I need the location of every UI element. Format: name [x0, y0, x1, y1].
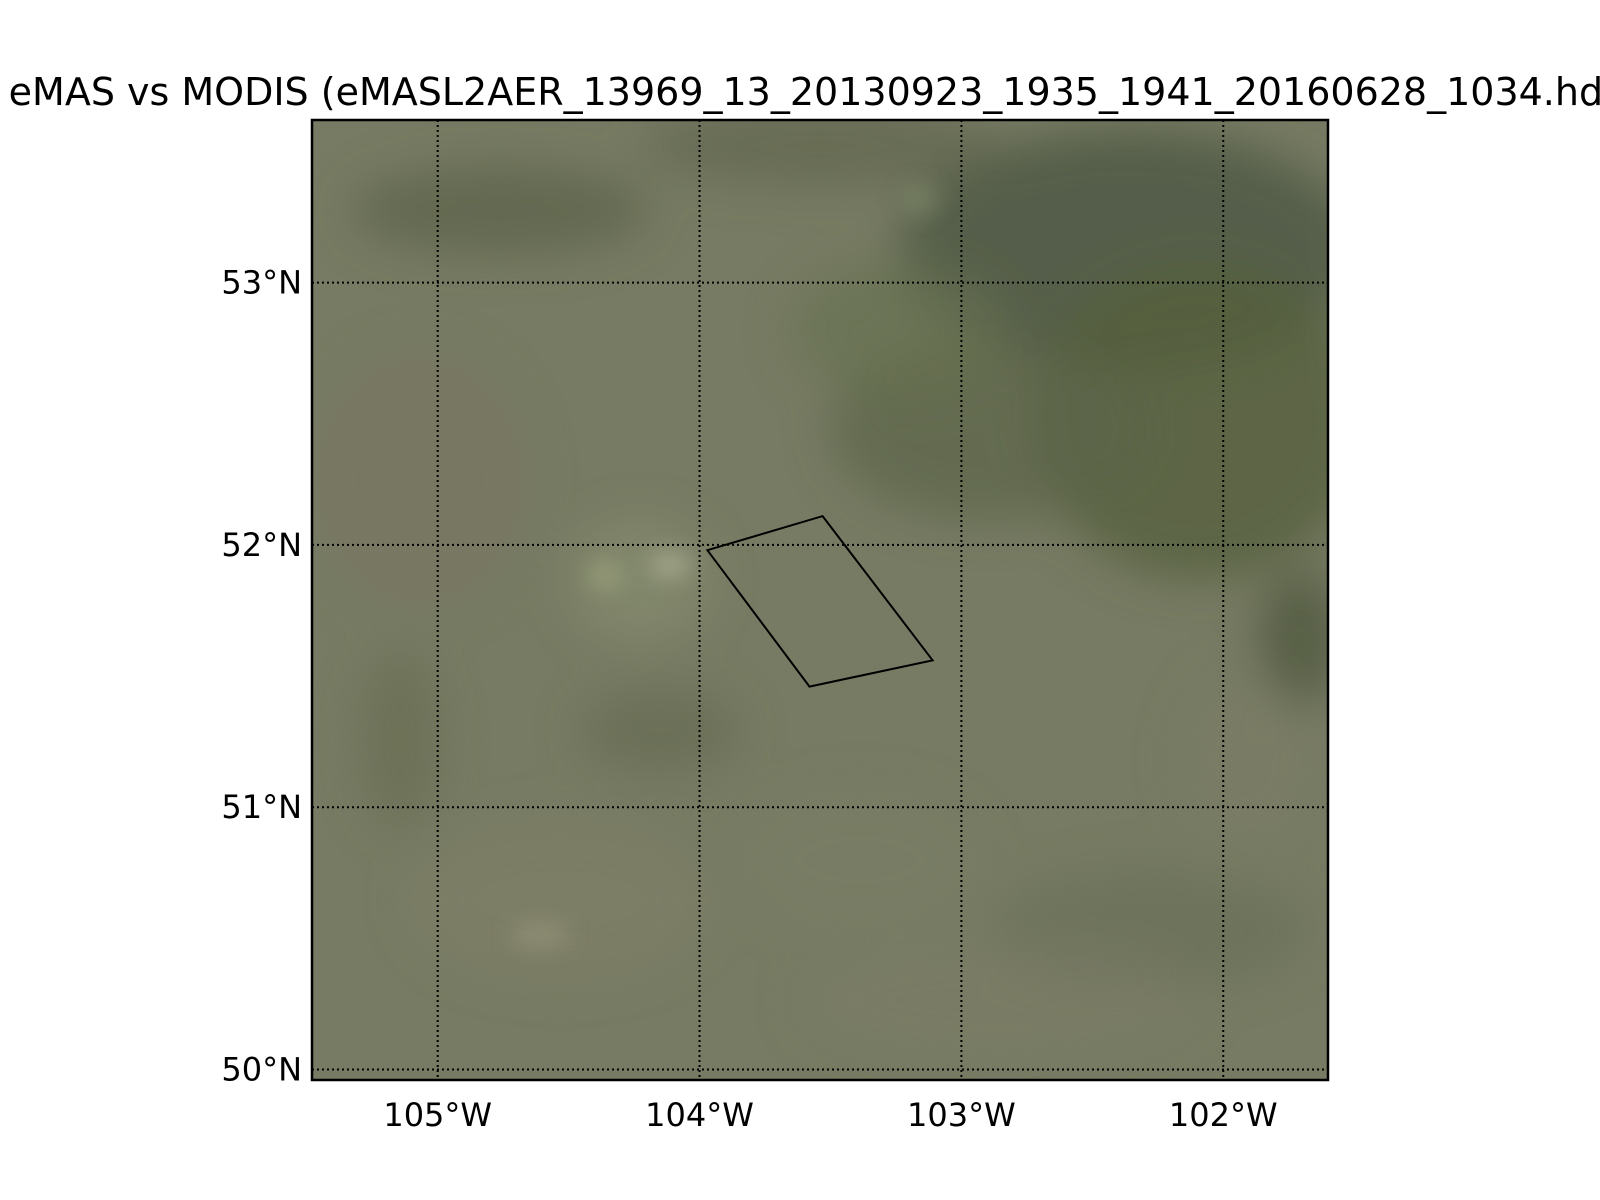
latitude-tick-label: 50°N	[221, 1051, 302, 1089]
map-title: eMAS vs MODIS (eMASL2AER_13969_13_201309…	[9, 70, 1600, 114]
latitude-tick-label: 51°N	[221, 788, 302, 826]
latitude-tick-label: 52°N	[221, 526, 302, 564]
latitude-tick-label: 53°N	[221, 264, 302, 302]
longitude-tick-label: 105°W	[383, 1096, 492, 1134]
emas-swath-outline	[705, 514, 935, 688]
longitude-tick-label: 104°W	[645, 1096, 754, 1134]
longitude-tick-label: 102°W	[1169, 1096, 1278, 1134]
longitude-labels: 105°W 104°W 103°W 102°W	[383, 1096, 1277, 1134]
graticule	[312, 120, 1328, 1080]
satellite-basemap	[312, 120, 1328, 1080]
longitude-tick-label: 103°W	[907, 1096, 1016, 1134]
latitude-labels: 50°N 51°N 52°N 53°N	[221, 264, 302, 1089]
map-frame	[310, 118, 1330, 1082]
